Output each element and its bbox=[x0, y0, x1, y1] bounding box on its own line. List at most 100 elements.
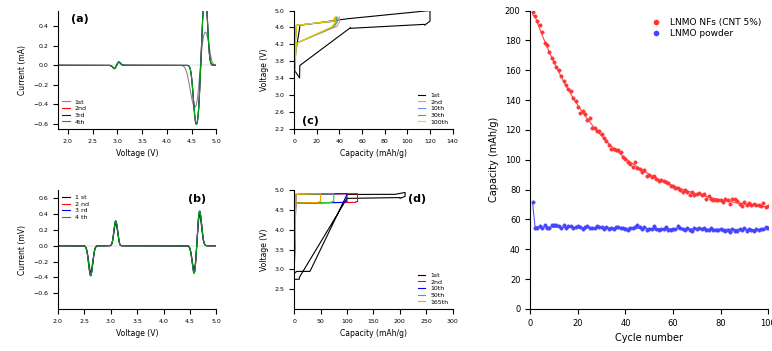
2nd bbox=[121, 63, 130, 67]
3 rd bbox=[71, 244, 80, 248]
Line: 1st: 1st bbox=[58, 32, 216, 107]
Text: (d): (d) bbox=[408, 194, 426, 204]
LNMO powder bbox=[764, 226, 772, 230]
Line: 3rd: 3rd bbox=[58, 0, 216, 124]
1st bbox=[317, 20, 327, 24]
1st bbox=[374, 25, 384, 29]
4th bbox=[53, 63, 63, 67]
2 nd bbox=[114, 237, 124, 241]
30th bbox=[317, 29, 327, 34]
2nd bbox=[345, 192, 354, 196]
LNMO NFs (CNT 5%) bbox=[649, 174, 659, 178]
100th bbox=[290, 59, 299, 64]
165th bbox=[295, 192, 304, 197]
1st bbox=[191, 102, 201, 107]
2 nd bbox=[191, 251, 201, 255]
50th bbox=[314, 200, 323, 205]
4 th bbox=[121, 244, 130, 248]
2nd bbox=[351, 192, 361, 196]
4 th bbox=[191, 251, 201, 255]
1st bbox=[114, 60, 124, 65]
1st bbox=[53, 63, 63, 67]
1st bbox=[81, 63, 90, 67]
LNMO NFs (CNT 5%) bbox=[764, 204, 772, 208]
Line: 10th: 10th bbox=[294, 194, 347, 278]
1st bbox=[71, 63, 80, 67]
100th bbox=[327, 19, 336, 24]
1 st bbox=[71, 244, 80, 248]
4 th bbox=[212, 244, 221, 248]
X-axis label: Voltage (V): Voltage (V) bbox=[116, 329, 158, 338]
Line: 3 rd: 3 rd bbox=[58, 211, 216, 276]
10th bbox=[318, 29, 327, 34]
100th bbox=[310, 21, 320, 25]
1st bbox=[359, 196, 368, 200]
1st bbox=[295, 277, 304, 282]
Line: 30th: 30th bbox=[294, 17, 336, 78]
3 rd bbox=[195, 209, 205, 213]
2nd bbox=[327, 27, 336, 31]
1st bbox=[338, 203, 347, 207]
LNMO powder bbox=[669, 227, 678, 231]
LNMO NFs (CNT 5%) bbox=[669, 184, 678, 188]
165th bbox=[306, 200, 315, 205]
50th bbox=[290, 267, 299, 272]
1st bbox=[379, 192, 388, 197]
165th bbox=[314, 192, 323, 196]
2nd bbox=[191, 122, 201, 126]
LNMO NFs (CNT 5%) bbox=[744, 200, 753, 205]
LNMO NFs (CNT 5%) bbox=[752, 203, 761, 207]
100th bbox=[323, 27, 332, 31]
3 rd bbox=[121, 244, 130, 248]
Text: (b): (b) bbox=[188, 194, 206, 204]
LNMO powder bbox=[583, 224, 592, 228]
Line: LNMO powder: LNMO powder bbox=[531, 200, 770, 234]
30th bbox=[290, 76, 299, 80]
1 st bbox=[208, 244, 218, 248]
3rd bbox=[121, 63, 130, 67]
1st bbox=[290, 59, 299, 64]
165th bbox=[301, 201, 310, 205]
2nd bbox=[191, 122, 201, 126]
Line: 1st: 1st bbox=[294, 11, 430, 78]
50th bbox=[307, 201, 317, 205]
2 nd bbox=[81, 245, 90, 249]
4 th bbox=[208, 244, 218, 248]
3 rd bbox=[114, 237, 124, 241]
2nd bbox=[114, 60, 124, 64]
Line: 2 nd: 2 nd bbox=[58, 211, 216, 276]
2 nd bbox=[195, 209, 205, 213]
1st bbox=[344, 27, 354, 31]
2nd bbox=[313, 21, 322, 25]
100th bbox=[290, 76, 299, 80]
3rd bbox=[212, 63, 221, 67]
10th bbox=[310, 33, 320, 37]
LNMO powder bbox=[747, 227, 756, 232]
Text: (a): (a) bbox=[70, 14, 88, 24]
Y-axis label: Voltage (V): Voltage (V) bbox=[260, 229, 269, 271]
3rd bbox=[191, 122, 201, 126]
1 st bbox=[121, 244, 130, 248]
Y-axis label: Voltage (V): Voltage (V) bbox=[260, 48, 269, 91]
2nd bbox=[312, 33, 321, 37]
X-axis label: Capacity (mAh/g): Capacity (mAh/g) bbox=[340, 329, 407, 338]
2nd bbox=[290, 267, 299, 272]
LNMO NFs (CNT 5%) bbox=[761, 205, 770, 209]
3rd bbox=[191, 122, 201, 126]
2nd bbox=[317, 201, 327, 205]
Legend: 1st, 2nd, 10th, 30th, 100th: 1st, 2nd, 10th, 30th, 100th bbox=[416, 91, 449, 126]
Legend: 1st, 2nd, 10th, 50th, 165th: 1st, 2nd, 10th, 50th, 165th bbox=[416, 271, 449, 306]
1 st bbox=[86, 270, 95, 274]
2nd bbox=[306, 22, 315, 26]
100th bbox=[317, 29, 326, 34]
4th bbox=[208, 63, 218, 67]
Legend: 1 st, 2 nd, 3 rd, 4 th: 1 st, 2 nd, 3 rd, 4 th bbox=[61, 194, 90, 221]
LNMO powder bbox=[574, 224, 583, 229]
30th bbox=[304, 22, 313, 26]
2nd bbox=[53, 63, 63, 67]
2 nd bbox=[53, 244, 63, 248]
10th bbox=[332, 192, 341, 196]
1 st bbox=[53, 244, 63, 248]
10th bbox=[313, 201, 322, 205]
30th bbox=[290, 59, 299, 64]
